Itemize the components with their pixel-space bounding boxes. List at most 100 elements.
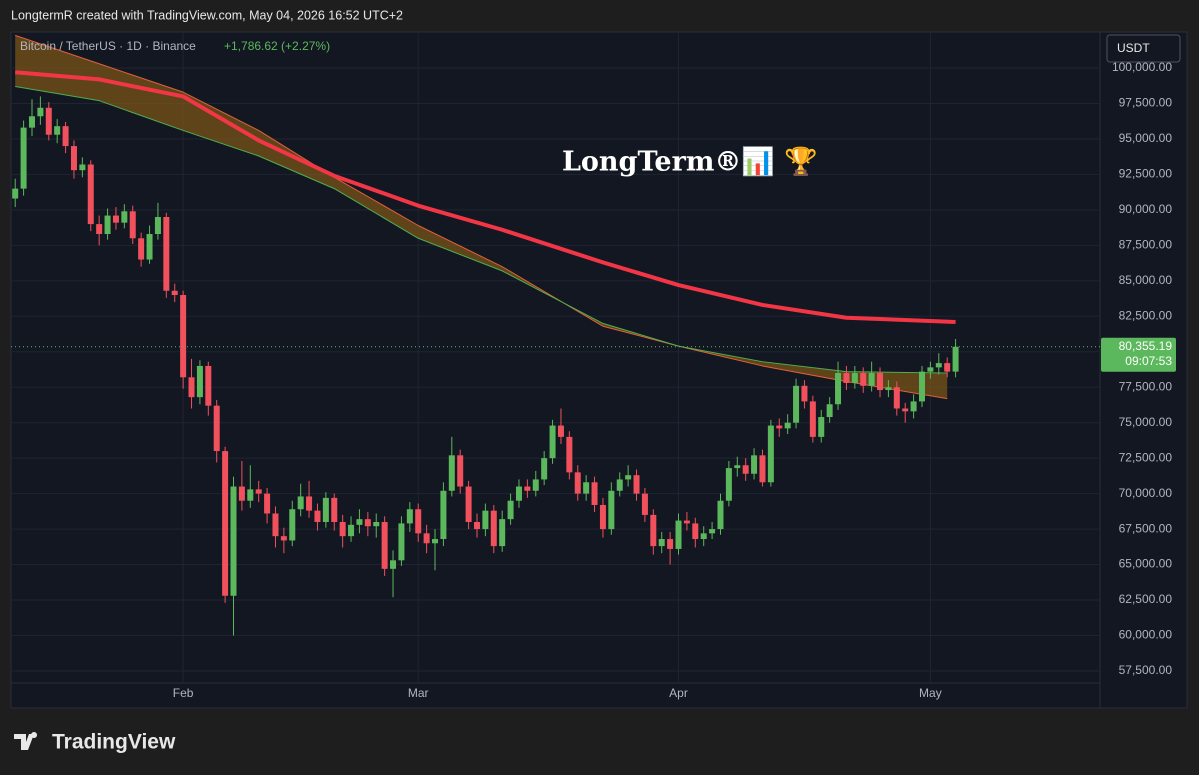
tradingview-logo: TradingView <box>14 731 176 754</box>
candle-body <box>70 146 77 171</box>
candle-body <box>675 520 682 549</box>
candle-body <box>314 510 321 522</box>
candle-body <box>289 509 296 541</box>
candle-body <box>154 216 161 235</box>
moving-average-line <box>15 34 948 400</box>
candle-body <box>398 523 405 561</box>
candle-body <box>163 216 170 291</box>
candle-body <box>751 455 758 474</box>
candle-body <box>448 455 455 491</box>
candle-body <box>406 509 413 524</box>
candle-body <box>238 486 245 501</box>
candle-body <box>272 513 279 537</box>
candle-body <box>692 523 699 540</box>
currency-label[interactable]: USDT <box>1117 41 1150 55</box>
candle-body <box>818 417 825 437</box>
candle-body <box>373 521 380 527</box>
candle-body <box>507 500 514 520</box>
candle-body <box>465 486 472 522</box>
candle-body <box>952 346 959 372</box>
candle-body <box>28 116 35 128</box>
y-tick-label: 77,500.00 <box>1119 379 1173 393</box>
candle-body <box>566 436 573 473</box>
logo-icon <box>14 732 38 750</box>
y-tick-label: 92,500.00 <box>1119 167 1173 181</box>
candle-body <box>524 486 531 491</box>
candle-body <box>79 164 86 171</box>
candle-body <box>415 509 422 534</box>
candle-body <box>927 367 934 372</box>
band-fill <box>15 35 948 399</box>
candle-body <box>918 371 925 402</box>
candle-body <box>104 215 111 235</box>
plot: 57,500.00 60,000.00 62,500.00 65,000.00 67,5… <box>11 32 1176 700</box>
candle-body <box>557 425 564 437</box>
candle-body <box>633 475 640 494</box>
candle-body <box>45 107 52 135</box>
candle-body <box>121 211 128 223</box>
x-tick-label: May <box>919 686 942 700</box>
candle-body <box>591 482 598 505</box>
y-tick-label: 90,000.00 <box>1119 202 1173 216</box>
candle-body <box>784 422 791 429</box>
candle-body <box>297 496 304 510</box>
candle-body <box>112 215 119 223</box>
chart-panel <box>10 31 1188 709</box>
y-tick-label: 97,500.00 <box>1119 96 1173 110</box>
y-tick-label: 100,000.00 <box>1112 60 1172 74</box>
candle-body <box>440 490 447 540</box>
candle-body <box>364 519 371 527</box>
price-change: +1,786.62 (+2.27%) <box>224 39 330 53</box>
candle-body <box>835 373 842 405</box>
candle-body <box>432 539 439 544</box>
candle-body <box>860 373 867 386</box>
candle-body <box>650 514 657 547</box>
candle-body <box>247 489 254 501</box>
y-tick-label: 67,500.00 <box>1119 521 1173 535</box>
candle-body <box>667 539 674 549</box>
candle-body <box>381 521 388 569</box>
candle-body <box>599 504 606 530</box>
watermark: LongTerm®📊 🏆 <box>562 146 818 178</box>
candle-body <box>37 107 44 117</box>
candle-body <box>885 387 892 391</box>
candle-body <box>482 510 489 530</box>
moving-average-line <box>15 85 948 374</box>
candle-body <box>146 234 153 260</box>
candle-body <box>574 472 581 494</box>
candle-body <box>171 290 178 296</box>
candle-body <box>843 373 850 383</box>
candle-body <box>700 533 707 540</box>
candle-body <box>641 493 648 515</box>
candle-body <box>423 533 430 544</box>
candle-body <box>658 539 665 547</box>
candle-body <box>826 404 833 418</box>
candle-body <box>230 486 237 596</box>
candle-body <box>868 373 875 386</box>
y-tick-label: 57,500.00 <box>1119 663 1173 677</box>
candle-body <box>683 520 690 524</box>
candle-body <box>222 451 229 596</box>
candle-body <box>331 497 338 522</box>
y-tick-label: 62,500.00 <box>1119 592 1173 606</box>
candle-body <box>725 468 732 501</box>
candle-body <box>851 373 858 383</box>
candle-body <box>583 482 590 494</box>
candle-body <box>616 479 623 491</box>
candle-body <box>734 465 741 469</box>
candle-body <box>390 560 397 569</box>
candle-body <box>801 385 808 402</box>
last-price-label: 80,355.19 <box>1119 339 1173 353</box>
candle-body <box>910 401 917 412</box>
brand-name: TradingView <box>52 731 176 754</box>
y-tick-label: 82,500.00 <box>1119 308 1173 322</box>
y-tick-label: 87,500.00 <box>1119 238 1173 252</box>
currency-button[interactable] <box>1106 34 1181 63</box>
candle-body <box>457 455 464 487</box>
candle-body <box>793 385 800 423</box>
candle-body <box>306 496 313 511</box>
candle-body <box>515 486 522 501</box>
candle-body <box>20 127 27 189</box>
